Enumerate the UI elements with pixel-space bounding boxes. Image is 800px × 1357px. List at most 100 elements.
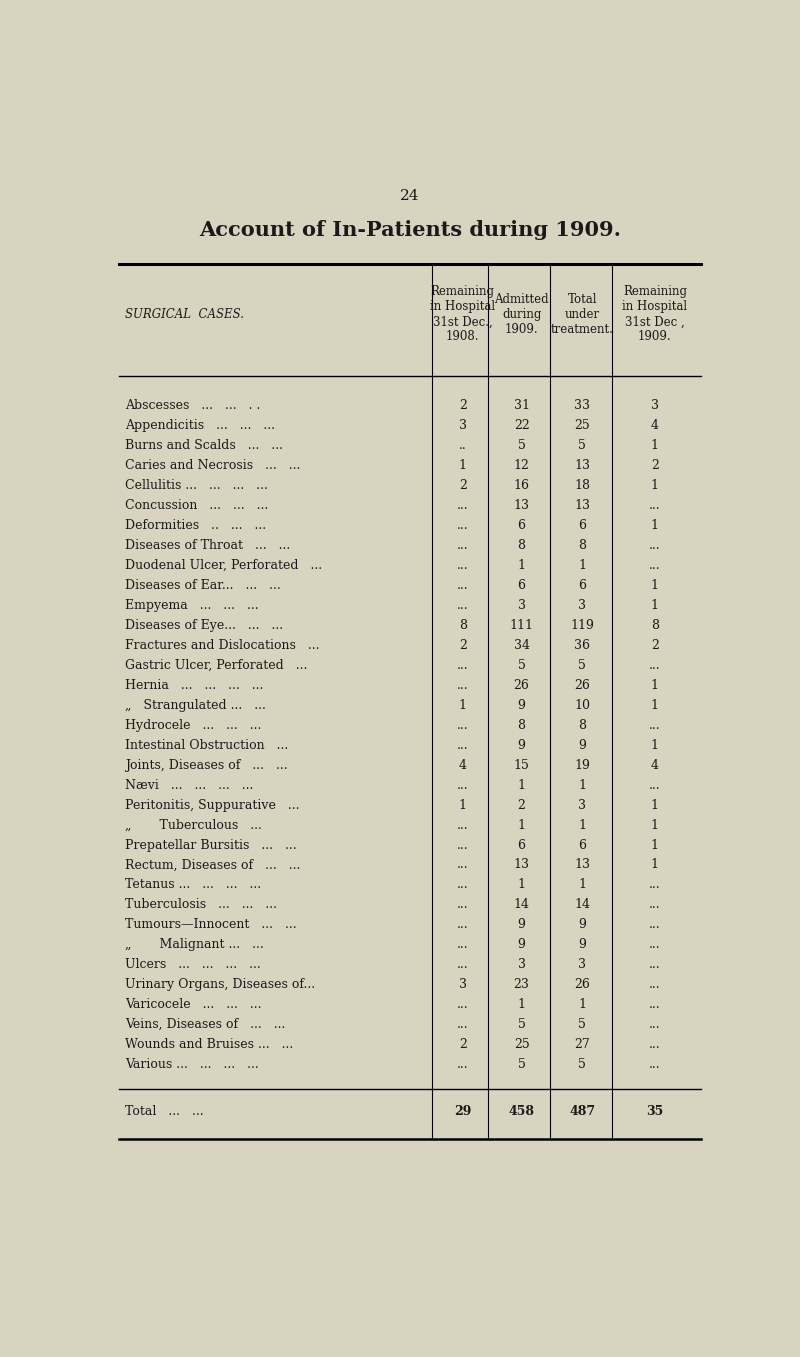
Text: ...: ... — [457, 660, 469, 672]
Text: 6: 6 — [518, 579, 526, 592]
Text: 5: 5 — [578, 660, 586, 672]
Text: Diseases of Eye...   ...   ...: Diseases of Eye... ... ... — [125, 619, 283, 632]
Text: Admitted
during
1909.: Admitted during 1909. — [494, 293, 549, 335]
Text: 1: 1 — [651, 738, 659, 752]
Text: 4: 4 — [651, 759, 659, 772]
Text: ...: ... — [649, 938, 661, 951]
Text: 5: 5 — [578, 1018, 586, 1031]
Text: 23: 23 — [514, 978, 530, 991]
Text: 2: 2 — [458, 639, 466, 651]
Text: Varicocele   ...   ...   ...: Varicocele ... ... ... — [125, 999, 262, 1011]
Text: 9: 9 — [518, 738, 526, 752]
Text: Hernia   ...   ...   ...   ...: Hernia ... ... ... ... — [125, 678, 263, 692]
Text: 1: 1 — [518, 878, 526, 892]
Text: ...: ... — [649, 719, 661, 731]
Text: 4: 4 — [651, 419, 659, 433]
Text: ...: ... — [649, 978, 661, 991]
Text: 9: 9 — [578, 938, 586, 951]
Text: 9: 9 — [518, 699, 526, 712]
Text: 25: 25 — [514, 1038, 530, 1052]
Text: 3: 3 — [518, 598, 526, 612]
Text: 3: 3 — [578, 958, 586, 972]
Text: Caries and Necrosis   ...   ...: Caries and Necrosis ... ... — [125, 459, 300, 472]
Text: 24: 24 — [400, 189, 420, 204]
Text: 19: 19 — [574, 759, 590, 772]
Text: 15: 15 — [514, 759, 530, 772]
Text: 6: 6 — [578, 579, 586, 592]
Text: Abscesses   ...   ...   . .: Abscesses ... ... . . — [125, 399, 260, 413]
Text: 1: 1 — [651, 579, 659, 592]
Text: 1: 1 — [651, 479, 659, 493]
Text: 6: 6 — [518, 839, 526, 852]
Text: Ulcers   ...   ...   ...   ...: Ulcers ... ... ... ... — [125, 958, 261, 972]
Text: 1: 1 — [458, 699, 466, 712]
Text: Burns and Scalds   ...   ...: Burns and Scalds ... ... — [125, 440, 283, 452]
Text: 12: 12 — [514, 459, 530, 472]
Text: ...: ... — [457, 818, 469, 832]
Text: ...: ... — [457, 738, 469, 752]
Text: Total
under
treatment.: Total under treatment. — [551, 293, 614, 335]
Text: 1: 1 — [651, 520, 659, 532]
Text: ...: ... — [457, 839, 469, 852]
Text: 33: 33 — [574, 399, 590, 413]
Text: 1: 1 — [518, 818, 526, 832]
Text: 8: 8 — [518, 719, 526, 731]
Text: ...: ... — [649, 539, 661, 552]
Text: 31: 31 — [514, 399, 530, 413]
Text: 34: 34 — [514, 639, 530, 651]
Text: „       Tuberculous   ...: „ Tuberculous ... — [125, 818, 262, 832]
Text: ...: ... — [649, 1018, 661, 1031]
Text: 1: 1 — [651, 799, 659, 811]
Text: 9: 9 — [578, 919, 586, 931]
Text: Concussion   ...   ...   ...: Concussion ... ... ... — [125, 499, 268, 512]
Text: 1: 1 — [518, 999, 526, 1011]
Text: ...: ... — [649, 898, 661, 912]
Text: Veins, Diseases of   ...   ...: Veins, Diseases of ... ... — [125, 1018, 285, 1031]
Text: 14: 14 — [514, 898, 530, 912]
Text: 1: 1 — [651, 678, 659, 692]
Text: „       Malignant ...   ...: „ Malignant ... ... — [125, 938, 263, 951]
Text: Joints, Diseases of   ...   ...: Joints, Diseases of ... ... — [125, 759, 287, 772]
Text: ...: ... — [649, 919, 661, 931]
Text: ...: ... — [457, 1058, 469, 1071]
Text: 1: 1 — [651, 818, 659, 832]
Text: 6: 6 — [578, 520, 586, 532]
Text: 1: 1 — [578, 559, 586, 573]
Text: SURGICAL  CASES.: SURGICAL CASES. — [125, 308, 244, 320]
Text: 9: 9 — [518, 919, 526, 931]
Text: 1: 1 — [578, 878, 586, 892]
Text: Deformities   ..   ...   ...: Deformities .. ... ... — [125, 520, 266, 532]
Text: Duodenal Ulcer, Perforated   ...: Duodenal Ulcer, Perforated ... — [125, 559, 322, 573]
Text: 1: 1 — [651, 839, 659, 852]
Text: 1: 1 — [458, 799, 466, 811]
Text: Diseases of Ear...   ...   ...: Diseases of Ear... ... ... — [125, 579, 281, 592]
Text: Prepatellar Bursitis   ...   ...: Prepatellar Bursitis ... ... — [125, 839, 297, 852]
Text: ...: ... — [457, 898, 469, 912]
Text: „   Strangulated ...   ...: „ Strangulated ... ... — [125, 699, 266, 712]
Text: 35: 35 — [646, 1105, 663, 1118]
Text: Remaining
in Hospital
31st Dec ,
1909.: Remaining in Hospital 31st Dec , 1909. — [622, 285, 687, 343]
Text: 5: 5 — [518, 660, 526, 672]
Text: 2: 2 — [518, 799, 526, 811]
Text: 13: 13 — [514, 499, 530, 512]
Text: 10: 10 — [574, 699, 590, 712]
Text: Rectum, Diseases of   ...   ...: Rectum, Diseases of ... ... — [125, 859, 300, 871]
Text: 14: 14 — [574, 898, 590, 912]
Text: Empyema   ...   ...   ...: Empyema ... ... ... — [125, 598, 258, 612]
Text: ...: ... — [457, 919, 469, 931]
Text: 13: 13 — [574, 499, 590, 512]
Text: ...: ... — [457, 520, 469, 532]
Text: 5: 5 — [518, 1058, 526, 1071]
Text: Urinary Organs, Diseases of...: Urinary Organs, Diseases of... — [125, 978, 315, 991]
Text: ...: ... — [457, 598, 469, 612]
Text: 13: 13 — [514, 859, 530, 871]
Text: 29: 29 — [454, 1105, 471, 1118]
Text: 5: 5 — [518, 1018, 526, 1031]
Text: ...: ... — [649, 878, 661, 892]
Text: Cellulitis ...   ...   ...   ...: Cellulitis ... ... ... ... — [125, 479, 268, 493]
Text: Account of In-Patients during 1909.: Account of In-Patients during 1909. — [199, 220, 621, 240]
Text: ...: ... — [457, 579, 469, 592]
Text: Total   ...   ...: Total ... ... — [125, 1105, 203, 1118]
Text: 3: 3 — [458, 978, 466, 991]
Text: 5: 5 — [518, 440, 526, 452]
